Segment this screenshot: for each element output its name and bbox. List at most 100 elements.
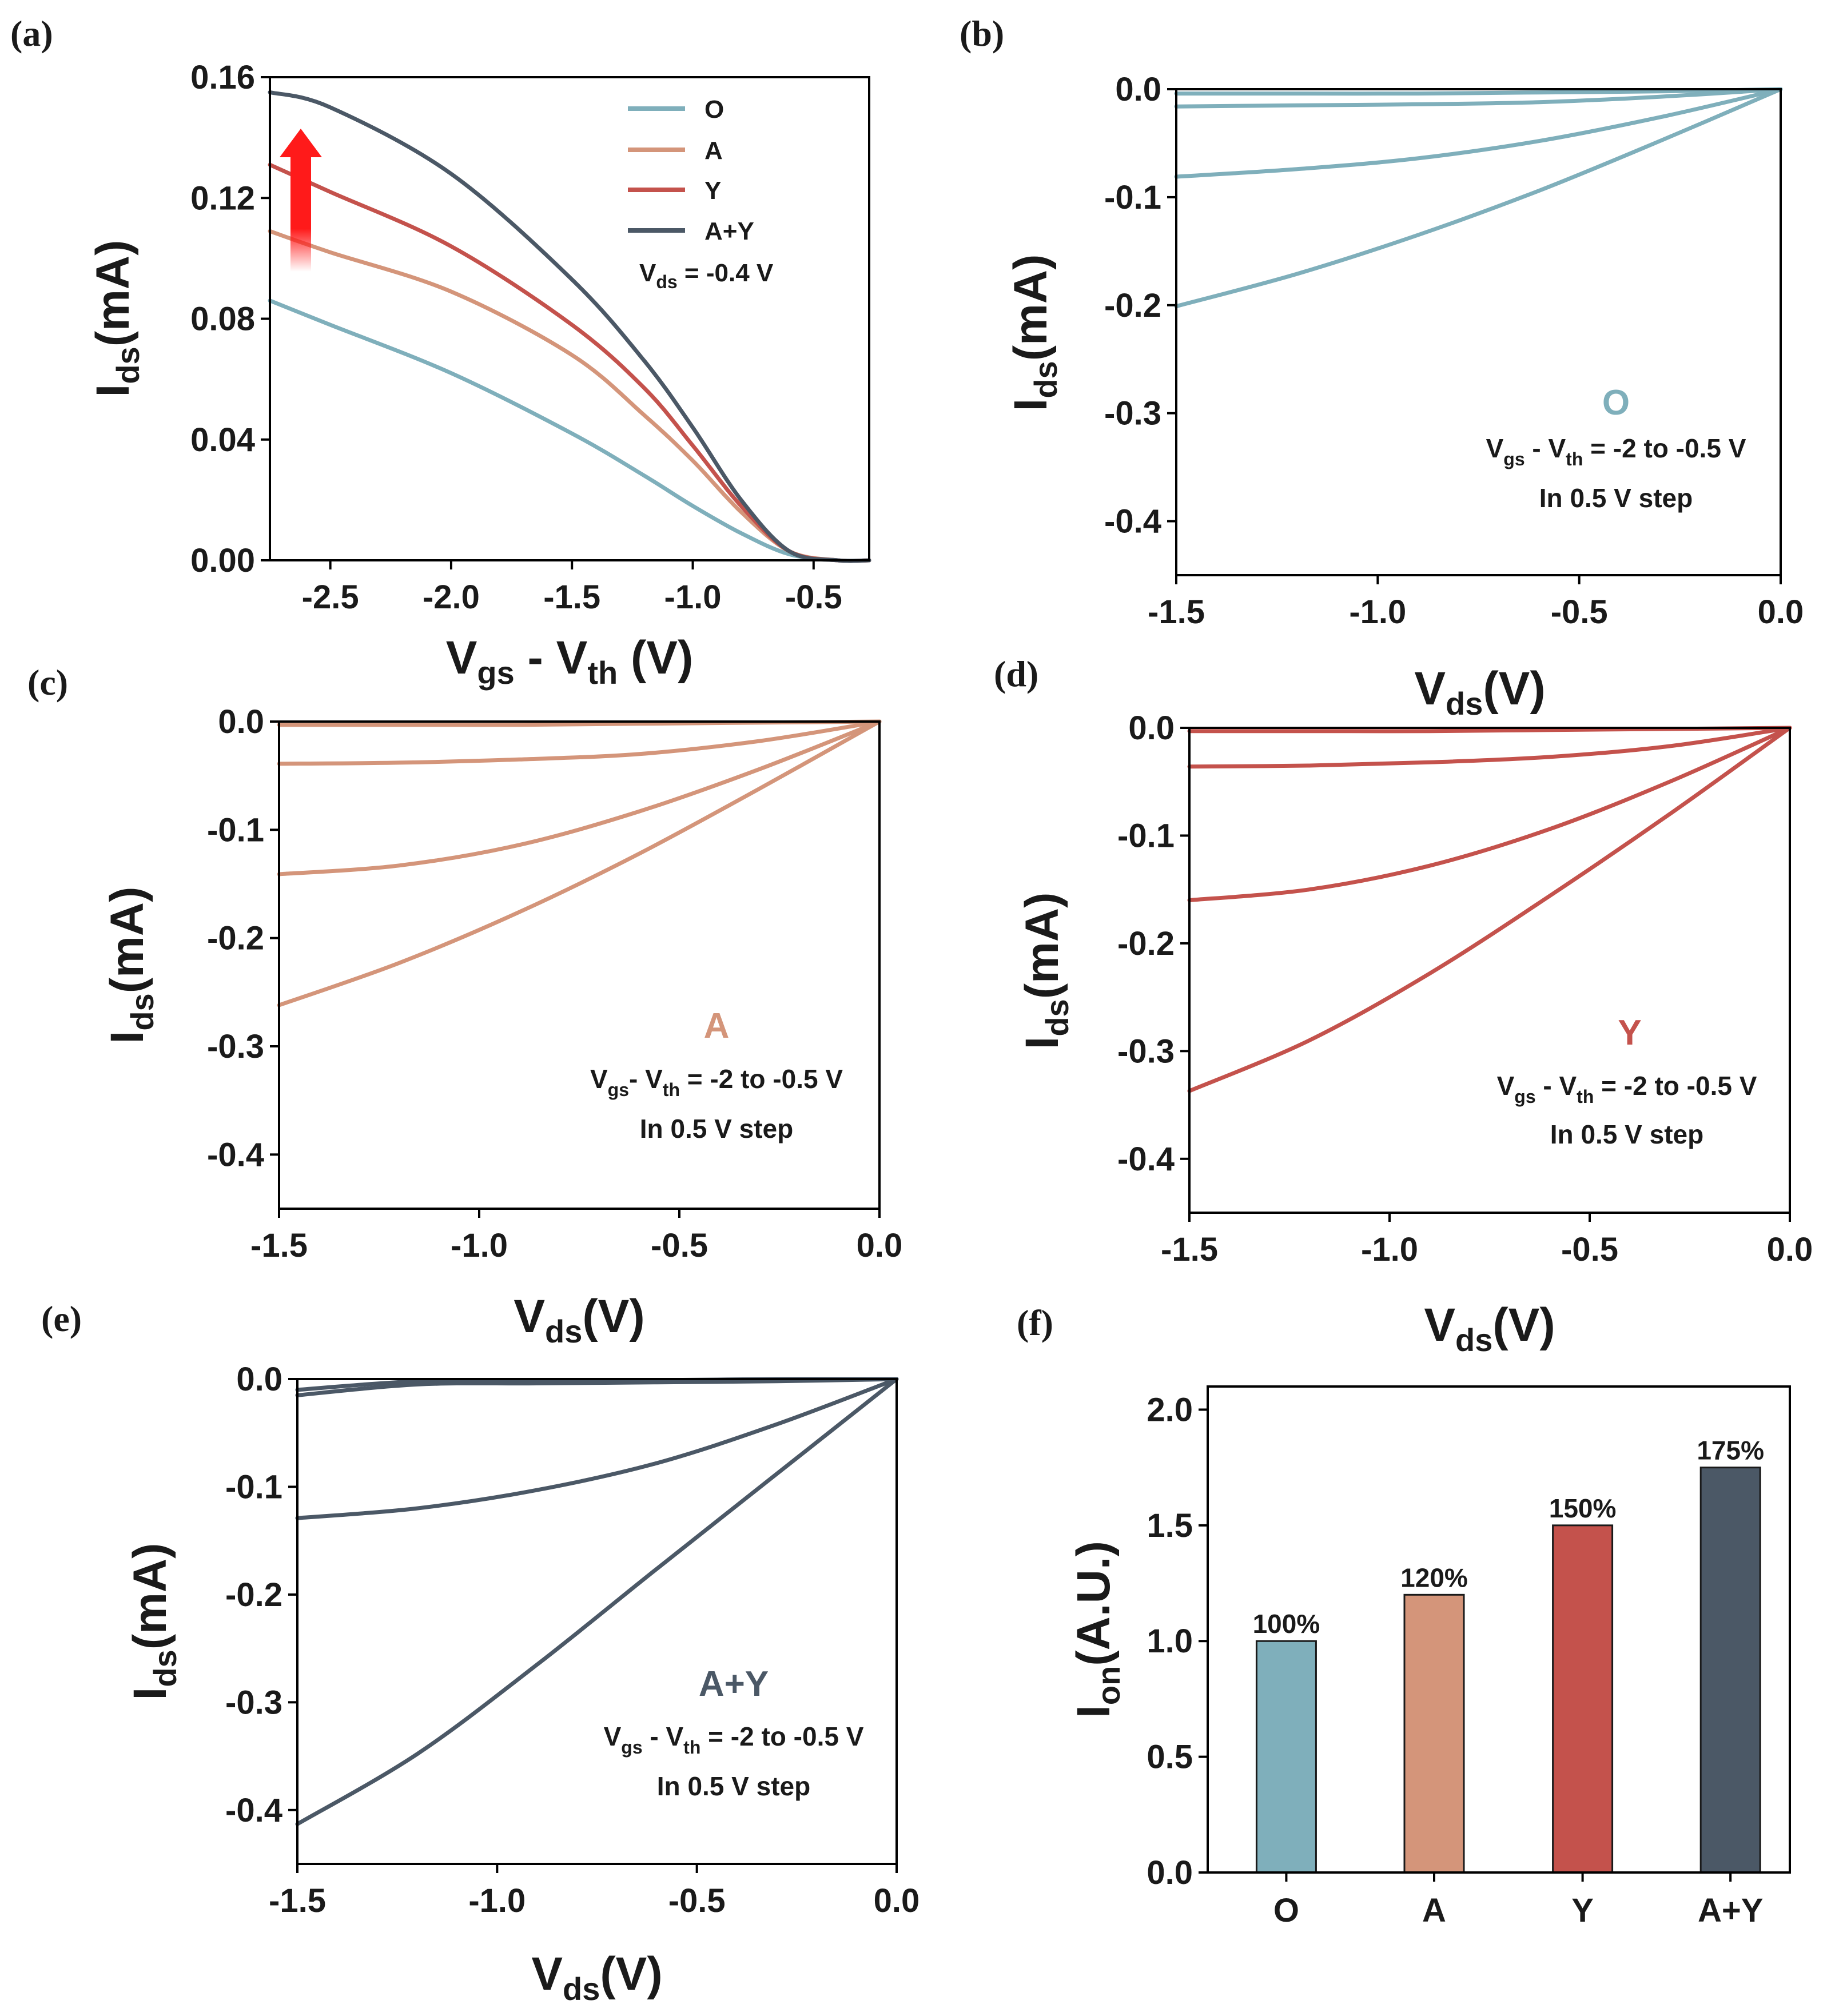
panel-c-xtick-label: -1.0 (451, 1227, 508, 1264)
panel-d-xtick-label: -1.5 (1161, 1231, 1218, 1268)
panel-d-ticks: 0.0 -0.1 -0.2 -0.3 -0.4 -1.5 -1.0 -0.5 0.0 (1117, 710, 1813, 1268)
series-line-Y (268, 162, 871, 563)
category-label-Y: Y (1571, 1892, 1594, 1929)
series-line-Vgs-Vth_-1.0 (1187, 726, 1792, 769)
panel-e-xtick-label: -1.5 (269, 1882, 326, 1919)
panel-d-ytick-label: -0.1 (1117, 817, 1175, 854)
series-line-Vgs-Vth_-1.5 (277, 719, 882, 876)
panel-c-xtick-label: 0.0 (857, 1227, 903, 1264)
panel-label-d: (d) (994, 654, 1038, 694)
bar-value-label: 175% (1697, 1436, 1764, 1465)
panel-d-xtick-label: -0.5 (1561, 1231, 1618, 1268)
series-line-Vgs-Vth_-1.5 (1187, 726, 1792, 902)
panel-f-ytick-label: 0.0 (1147, 1854, 1193, 1891)
legend-label-AY: A+Y (704, 217, 754, 245)
panel-f: (f) 100% 120% 150% 175% O A Y A+Y 0.0 0.5 1.0 1.5 2… (1017, 1302, 1791, 1929)
panel-f-ylabel: Ion(A.U.) (1068, 1541, 1127, 1718)
panel-c-xtick-label: -1.5 (250, 1227, 308, 1264)
series-line-Vgs-Vth_-1.0 (295, 1377, 899, 1397)
panel-b: (b) 0.0 -0.1 -0.2 -0.3 -0.4 -1.5 -1.0 -0.5 0.0 V… (960, 13, 1804, 722)
panel-a-ytick-label: 0.08 (190, 301, 255, 338)
panel-e-note-1: Vgs - Vth = -2 to -0.5 V (604, 1722, 864, 1758)
panel-c-ytick-label: 0.0 (218, 703, 264, 740)
panel-e-ytick-label: -0.4 (225, 1792, 282, 1829)
panel-d-ytick-label: -0.3 (1117, 1033, 1175, 1070)
category-label-A: A (1422, 1892, 1446, 1929)
series-line-Vgs-Vth_-1.0 (277, 719, 882, 766)
panel-e-sample-label: A+Y (699, 1664, 769, 1704)
panel-b-note-1: Vgs - Vth = -2 to -0.5 V (1486, 433, 1746, 469)
panel-e-xtick-label: -0.5 (668, 1882, 726, 1919)
panel-c-ytick-label: -0.4 (207, 1136, 264, 1173)
panel-d-xlabel: Vds(V) (1424, 1299, 1555, 1358)
panel-e-xlabel: Vds(V) (531, 1948, 662, 2007)
series-line-Vgs-Vth_-2.0 (1174, 87, 1783, 309)
series-line-A_Y (268, 90, 871, 563)
panel-c-ylabel: Ids(mA) (101, 887, 160, 1044)
panel-c-ytick-label: -0.2 (207, 920, 264, 957)
panel-c-sample-label: A (704, 1006, 730, 1046)
panel-c-curves (277, 719, 882, 1007)
panel-d-ytick-label: -0.4 (1117, 1141, 1175, 1178)
panel-e-curves (295, 1377, 899, 1826)
panel-d: (d) 0.0 -0.1 -0.2 -0.3 -0.4 -1.5 -1.0 -0.5 0.0 V… (994, 654, 1813, 1358)
panel-a-ylabel: Ids(mA) (87, 240, 146, 397)
panel-f-ytick-label: 1.0 (1147, 1623, 1193, 1660)
panel-a-xtick-label: -1.0 (664, 579, 722, 616)
series-line-Vgs-Vth_-2.0 (1187, 726, 1792, 1093)
panel-d-sample-label: Y (1618, 1013, 1641, 1053)
panel-a-ytick-label: 0.12 (190, 180, 255, 217)
panel-b-ytick-label: 0.0 (1115, 71, 1161, 108)
panel-a-xtick-label: -0.5 (785, 579, 842, 616)
bar-Y (1552, 1524, 1614, 1874)
panel-a-frame (269, 76, 870, 561)
panel-a-ytick-label: 0.16 (190, 59, 255, 96)
panel-label-c: (c) (27, 662, 68, 703)
series-line-Vgs-Vth_-1.0 (1174, 87, 1783, 109)
panel-b-xtick-label: 0.0 (1758, 593, 1804, 631)
panel-c-note-1: Vgs- Vth = -2 to -0.5 V (590, 1064, 843, 1100)
panel-b-xtick-label: -1.0 (1349, 593, 1406, 631)
panel-a-xtick-label: -2.5 (302, 579, 359, 616)
series-line-Vgs-Vth_-2.0 (277, 719, 882, 1007)
panel-a-ticks: 0.00 0.04 0.08 0.12 0.16 -2.5 -2.0 -1.5 -1.0 -0.5 (190, 59, 842, 616)
legend-label-O: O (704, 95, 724, 123)
series-line-Vgs-Vth_-2.0 (295, 1377, 899, 1826)
panel-label-a: (a) (10, 13, 53, 54)
series-line-Vgs-Vth_-0.5 (1174, 87, 1783, 96)
panel-d-ytick-label: -0.2 (1117, 925, 1175, 962)
panel-a-curves (268, 90, 871, 563)
panel-c-xlabel: Vds(V) (514, 1290, 644, 1349)
legend-label-A: A (704, 137, 723, 165)
panel-c-ytick-label: -0.1 (207, 811, 264, 848)
panel-b-note-2: In 0.5 V step (1539, 483, 1693, 513)
panel-a-xlabel: Vgs - Vth (V) (446, 632, 694, 691)
panel-a-xtick-label: -2.0 (423, 579, 480, 616)
legend-label-Y: Y (704, 177, 721, 205)
panel-e-note-2: In 0.5 V step (657, 1771, 810, 1801)
panel-c-ticks: 0.0 -0.1 -0.2 -0.3 -0.4 -1.5 -1.0 -0.5 0.0 (207, 703, 902, 1264)
panel-label-f: (f) (1017, 1302, 1053, 1343)
series-line-Vgs-Vth_-1.5 (295, 1377, 899, 1520)
bar-O (1255, 1640, 1317, 1874)
panel-d-xtick-label: -1.0 (1361, 1231, 1418, 1268)
panel-e-ytick-label: -0.2 (225, 1576, 282, 1613)
panel-b-frame (1175, 88, 1782, 576)
panel-a: (a) 0.00 0.04 0.08 0.12 0.16 -2.5 -2.0 -1.5 -1.0… (10, 13, 871, 691)
series-line-A (268, 229, 871, 563)
panel-c-frame (278, 720, 881, 1210)
bar-value-label: 150% (1549, 1493, 1617, 1523)
panel-b-ytick-label: -0.3 (1104, 395, 1161, 432)
panel-a-xtick-label: -1.5 (543, 579, 600, 616)
panel-f-ytick-label: 2.0 (1147, 1391, 1193, 1428)
panel-d-xtick-label: 0.0 (1767, 1231, 1813, 1268)
panel-d-ylabel: Ids(mA) (1016, 893, 1075, 1050)
panel-e: (e) 0.0 -0.1 -0.2 -0.3 -0.4 -1.5 -1.0 -0.5 0.0 V… (41, 1298, 920, 2007)
panel-a-condition: Vds = -0.4 V (639, 259, 774, 292)
panel-b-curves (1174, 87, 1783, 309)
category-label-AplusY: A+Y (1698, 1892, 1763, 1929)
bar-value-label: 120% (1400, 1563, 1468, 1592)
panel-d-note-1: Vgs - Vth = -2 to -0.5 V (1497, 1071, 1757, 1107)
panel-f-bars: 100% 120% 150% 175% (1253, 1436, 1764, 1874)
